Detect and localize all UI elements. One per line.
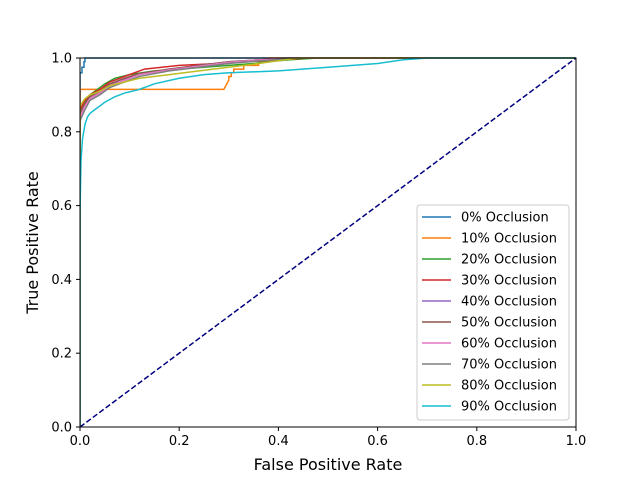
y-tick-label: 0.8 [51, 125, 72, 140]
series-line-6 [80, 57, 576, 427]
plot-frame [79, 57, 577, 428]
y-tick-label: 0.4 [51, 273, 72, 288]
series-line-0 [80, 57, 576, 427]
x-tick-label: 0.4 [268, 434, 289, 449]
axes-layer: 0.0 0.2 0.4 0.6 0.8 1.0 0.0 0.2 0.4 0.6 0.8 1.0 [51, 52, 586, 450]
y-tick-label: 0.6 [51, 199, 72, 214]
diagonal-reference-line [79, 57, 577, 428]
legend-label: 20% Occlusion [461, 253, 557, 268]
x-axis-label: False Positive Rate [254, 455, 403, 474]
legend-label: 40% Occlusion [461, 295, 557, 310]
legend-label: 60% Occlusion [461, 337, 557, 352]
x-tick-label: 0.8 [466, 434, 487, 449]
legend-label: 80% Occlusion [461, 379, 557, 394]
x-tick-label: 0.6 [367, 434, 388, 449]
legend-label: 10% Occlusion [461, 232, 557, 247]
y-axis-label: True Positive Rate [23, 171, 42, 315]
legend-label: 50% Occlusion [461, 316, 557, 331]
series-line-8 [80, 57, 576, 427]
legend: 0% Occlusion 10% Occlusion 20% Occlusion 30… [416, 204, 570, 421]
legend-label: 70% Occlusion [461, 358, 557, 373]
legend-box [416, 204, 570, 421]
legend-label: 0% Occlusion [461, 211, 549, 226]
series-line-7 [80, 57, 576, 427]
x-tick-label: 0.2 [169, 434, 190, 449]
y-tick-label: 0.2 [51, 347, 72, 362]
legend-label: 30% Occlusion [461, 274, 557, 289]
series-line-9 [80, 57, 576, 427]
x-tick-label: 1.0 [566, 434, 587, 449]
series-layer [79, 57, 577, 428]
y-tick-label: 1.0 [51, 52, 72, 67]
y-tick-label: 0.0 [51, 421, 72, 436]
x-tick-label: 0.0 [70, 434, 91, 449]
legend-label: 90% Occlusion [461, 400, 557, 415]
